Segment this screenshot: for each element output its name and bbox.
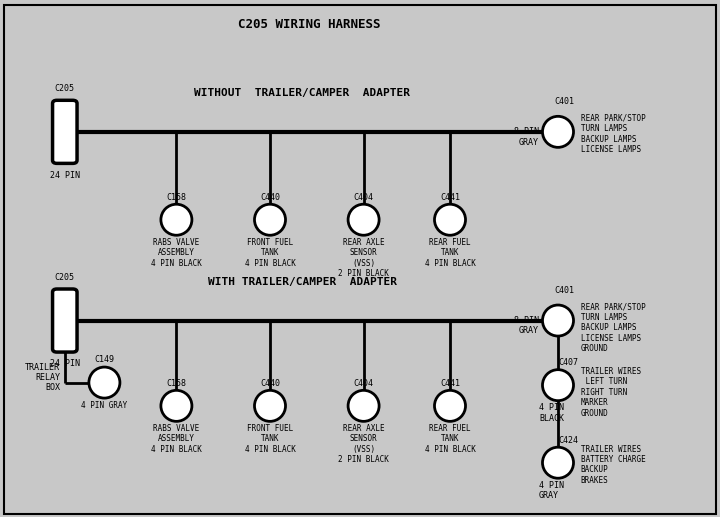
Text: C158: C158 xyxy=(166,379,186,388)
Ellipse shape xyxy=(254,390,286,421)
Text: REAR FUEL
TANK
4 PIN BLACK: REAR FUEL TANK 4 PIN BLACK xyxy=(425,238,475,268)
Text: C404: C404 xyxy=(354,193,374,202)
Text: C440: C440 xyxy=(260,193,280,202)
Ellipse shape xyxy=(348,390,379,421)
Text: C205 WIRING HARNESS: C205 WIRING HARNESS xyxy=(238,18,381,31)
Text: TRAILER WIRES
BATTERY CHARGE
BACKUP
BRAKES: TRAILER WIRES BATTERY CHARGE BACKUP BRAK… xyxy=(581,445,645,485)
Ellipse shape xyxy=(254,204,286,235)
Text: TRAILER WIRES
 LEFT TURN
RIGHT TURN
MARKER
GROUND: TRAILER WIRES LEFT TURN RIGHT TURN MARKE… xyxy=(581,367,641,418)
Text: 8 PIN
GRAY: 8 PIN GRAY xyxy=(514,316,539,336)
Text: C401: C401 xyxy=(554,286,575,295)
Ellipse shape xyxy=(89,367,120,398)
Text: C205: C205 xyxy=(55,84,75,93)
Text: REAR PARK/STOP
TURN LAMPS
BACKUP LAMPS
LICENSE LAMPS: REAR PARK/STOP TURN LAMPS BACKUP LAMPS L… xyxy=(581,114,645,154)
Ellipse shape xyxy=(161,204,192,235)
Text: C424: C424 xyxy=(558,436,578,445)
Text: FRONT FUEL
TANK
4 PIN BLACK: FRONT FUEL TANK 4 PIN BLACK xyxy=(245,238,295,268)
Text: WITHOUT  TRAILER/CAMPER  ADAPTER: WITHOUT TRAILER/CAMPER ADAPTER xyxy=(194,88,410,98)
Ellipse shape xyxy=(434,204,466,235)
Text: 4 PIN
GRAY: 4 PIN GRAY xyxy=(539,481,564,500)
Ellipse shape xyxy=(434,390,466,421)
Ellipse shape xyxy=(348,204,379,235)
Text: C441: C441 xyxy=(440,193,460,202)
Text: C441: C441 xyxy=(440,379,460,388)
Text: REAR AXLE
SENSOR
(VSS)
2 PIN BLACK: REAR AXLE SENSOR (VSS) 2 PIN BLACK xyxy=(338,238,389,278)
Text: 4 PIN GRAY: 4 PIN GRAY xyxy=(81,401,127,409)
Text: C440: C440 xyxy=(260,379,280,388)
Text: 24 PIN: 24 PIN xyxy=(50,171,80,179)
Text: 8 PIN
GRAY: 8 PIN GRAY xyxy=(514,127,539,147)
Text: C407: C407 xyxy=(558,358,578,367)
Text: REAR AXLE
SENSOR
(VSS)
2 PIN BLACK: REAR AXLE SENSOR (VSS) 2 PIN BLACK xyxy=(338,424,389,464)
Text: C404: C404 xyxy=(354,379,374,388)
FancyBboxPatch shape xyxy=(53,289,77,352)
Text: RABS VALVE
ASSEMBLY
4 PIN BLACK: RABS VALVE ASSEMBLY 4 PIN BLACK xyxy=(151,238,202,268)
Text: FRONT FUEL
TANK
4 PIN BLACK: FRONT FUEL TANK 4 PIN BLACK xyxy=(245,424,295,454)
Ellipse shape xyxy=(542,305,574,336)
Text: WITH TRAILER/CAMPER  ADAPTER: WITH TRAILER/CAMPER ADAPTER xyxy=(208,277,397,287)
Text: C158: C158 xyxy=(166,193,186,202)
Text: REAR PARK/STOP
TURN LAMPS
BACKUP LAMPS
LICENSE LAMPS
GROUND: REAR PARK/STOP TURN LAMPS BACKUP LAMPS L… xyxy=(581,302,645,353)
FancyBboxPatch shape xyxy=(53,100,77,163)
Text: 4 PIN
BLACK: 4 PIN BLACK xyxy=(539,403,564,423)
Ellipse shape xyxy=(542,447,574,478)
Ellipse shape xyxy=(161,390,192,421)
Text: RABS VALVE
ASSEMBLY
4 PIN BLACK: RABS VALVE ASSEMBLY 4 PIN BLACK xyxy=(151,424,202,454)
Text: C205: C205 xyxy=(55,273,75,282)
Text: C401: C401 xyxy=(554,97,575,106)
Text: TRAILER
RELAY
BOX: TRAILER RELAY BOX xyxy=(25,362,60,392)
Text: 24 PIN: 24 PIN xyxy=(50,359,80,368)
Ellipse shape xyxy=(542,116,574,147)
Text: C149: C149 xyxy=(94,356,114,364)
Ellipse shape xyxy=(542,370,574,401)
Text: REAR FUEL
TANK
4 PIN BLACK: REAR FUEL TANK 4 PIN BLACK xyxy=(425,424,475,454)
